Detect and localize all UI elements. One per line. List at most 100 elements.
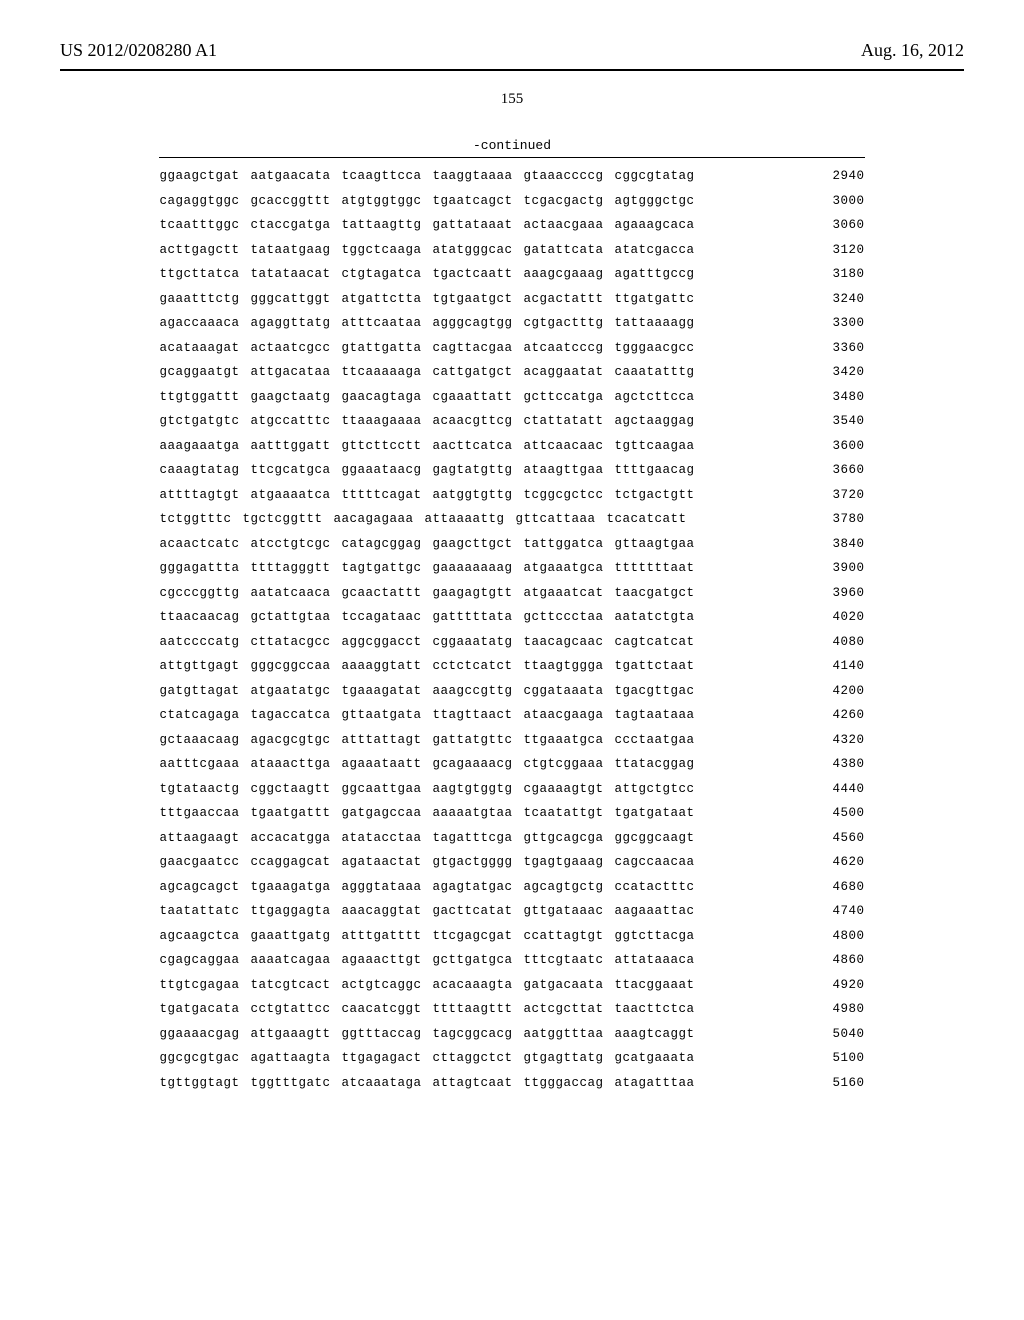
- sequence-group: ttttaagttt: [432, 1003, 512, 1016]
- sequence-groups: gaacgaatccccaggagcatagataactatgtgactgggg…: [159, 856, 694, 869]
- sequence-groups: ctatcagagatagaccatcagttaatgatattagttaact…: [159, 709, 694, 722]
- sequence-position: 3840: [815, 538, 865, 551]
- sequence-group: tatcgtcact: [250, 979, 330, 992]
- sequence-group: gaaaaaaaag: [432, 562, 512, 575]
- sequence-group: attaagaagt: [159, 832, 239, 845]
- sequence-group: agcagtgctg: [524, 881, 604, 894]
- sequence-position: 4920: [815, 979, 865, 992]
- sequence-group: gggcattggt: [250, 293, 330, 306]
- sequence-group: ggaagctgat: [159, 170, 239, 183]
- sequence-group: gaagcttgct: [432, 538, 512, 551]
- sequence-position: 4800: [815, 930, 865, 943]
- sequence-position: 4200: [815, 685, 865, 698]
- sequence-row: ttgcttatcatatataacatctgtagatcatgactcaatt…: [159, 268, 864, 281]
- sequence-group: aatatcaaca: [250, 587, 330, 600]
- sequence-group: ttaaagaaaa: [341, 415, 421, 428]
- sequence-group: tgactcaatt: [432, 268, 512, 281]
- sequence-group: agatttgccg: [615, 268, 695, 281]
- sequence-position: 4260: [815, 709, 865, 722]
- sequence-group: attgctgtcc: [615, 783, 695, 796]
- sequence-group: tcacatcatt: [607, 513, 687, 526]
- sequence-group: ttgggaccag: [524, 1077, 604, 1090]
- sequence-group: atatacctaa: [341, 832, 421, 845]
- sequence-group: agaaacttgt: [341, 954, 421, 967]
- sequence-group: attcaacaac: [524, 440, 604, 453]
- sequence-group: atgaaatgca: [524, 562, 604, 575]
- sequence-group: cgaaaagtgt: [524, 783, 604, 796]
- sequence-group: ttagttaact: [432, 709, 512, 722]
- sequence-position: 5160: [815, 1077, 865, 1090]
- sequence-group: tgtgaatgct: [432, 293, 512, 306]
- sequence-group: tgaatcagct: [432, 195, 512, 208]
- sequence-group: cttatacgcc: [250, 636, 330, 649]
- sequence-group: aacagagaaa: [333, 513, 413, 526]
- sequence-group: acttgagctt: [159, 244, 239, 257]
- sequence-group: ttgatgattc: [615, 293, 695, 306]
- sequence-group: ccctaatgaa: [615, 734, 695, 747]
- sequence-group: gaacagtaga: [341, 391, 421, 404]
- sequence-group: ttgagagact: [341, 1052, 421, 1065]
- sequence-group: atgtggtggc: [341, 195, 421, 208]
- sequence-group: gcatgaaata: [615, 1052, 695, 1065]
- sequence-groups: agaccaaacaagaggttatgatttcaataaagggcagtgg…: [159, 317, 694, 330]
- sequence-group: ttcgagcgat: [432, 930, 512, 943]
- sequence-group: ctattatatt: [524, 415, 604, 428]
- sequence-groups: tgtataactgcggctaagttggcaattgaaaagtgtggtg…: [159, 783, 694, 796]
- sequence-group: gcttccatga: [524, 391, 604, 404]
- sequence-row: ctatcagagatagaccatcagttaatgatattagttaact…: [159, 709, 864, 722]
- sequence-group: agtgggctgc: [615, 195, 695, 208]
- sequence-group: acacaaagta: [432, 979, 512, 992]
- sequence-group: atatcgacca: [615, 244, 695, 257]
- sequence-row: agcaagctcagaaattgatgatttgattttttcgagcgat…: [159, 930, 864, 943]
- sequence-group: ttacggaaat: [615, 979, 695, 992]
- sequence-group: tgctcggttt: [242, 513, 322, 526]
- sequence-group: cctgtattcc: [250, 1003, 330, 1016]
- sequence-group: ctgtcggaaa: [524, 758, 604, 771]
- sequence-row: acaactcatcatcctgtcgccatagcggaggaagcttgct…: [159, 538, 864, 551]
- sequence-groups: tttgaaccaatgaatgatttgatgagccaaaaaaatgtaa…: [159, 807, 694, 820]
- sequence-group: gcaggaatgt: [159, 366, 239, 379]
- sequence-group: aaagaaatga: [159, 440, 239, 453]
- sequence-group: aatccccatg: [159, 636, 239, 649]
- sequence-position: 3780: [815, 513, 865, 526]
- sequence-position: 4020: [815, 611, 865, 624]
- sequence-group: atagatttaa: [615, 1077, 695, 1090]
- sequence-group: gaagctaatg: [250, 391, 330, 404]
- sequence-row: cgcccggttgaatatcaacagcaactatttgaagagtgtt…: [159, 587, 864, 600]
- sequence-row: gatgttagatatgaatatgctgaaagatataaagccgttg…: [159, 685, 864, 698]
- sequence-group: ttgtcgagaa: [159, 979, 239, 992]
- sequence-row: gctaaacaagagacgcgtgcatttattagtgattatgttc…: [159, 734, 864, 747]
- sequence-groups: agcaagctcagaaattgatgatttgattttttcgagcgat…: [159, 930, 694, 943]
- sequence-group: tcggcgctcc: [524, 489, 604, 502]
- sequence-group: atttgatttt: [341, 930, 421, 943]
- sequence-group: tgatgacata: [159, 1003, 239, 1016]
- sequence-group: taacttctca: [615, 1003, 695, 1016]
- sequence-group: cggcgtatag: [615, 170, 695, 183]
- sequence-group: tatataacat: [250, 268, 330, 281]
- sequence-groups: aaagaaatgaaatttggattgttcttccttaacttcatca…: [159, 440, 694, 453]
- sequence-position: 3120: [815, 244, 865, 257]
- sequence-groups: taatattatcttgaggagtaaaacaggtatgacttcatat…: [159, 905, 694, 918]
- sequence-position: 4980: [815, 1003, 865, 1016]
- sequence-row: acataaagatactaatcgccgtattgattacagttacgaa…: [159, 342, 864, 355]
- sequence-divider: [159, 157, 864, 158]
- sequence-group: taacagcaac: [524, 636, 604, 649]
- sequence-row: attttagtgtatgaaaatcatttttcagataatggtgttg…: [159, 489, 864, 502]
- sequence-group: cagtcatcat: [615, 636, 695, 649]
- sequence-group: gctattgtaa: [250, 611, 330, 624]
- sequence-group: cagttacgaa: [432, 342, 512, 355]
- sequence-group: atgaaaatca: [250, 489, 330, 502]
- sequence-group: tgattctaat: [615, 660, 695, 673]
- sequence-group: gttcttcctt: [341, 440, 421, 453]
- sequence-group: tagcggcacg: [432, 1028, 512, 1041]
- sequence-groups: cagaggtggcgcaccggtttatgtggtggctgaatcagct…: [159, 195, 694, 208]
- sequence-row: agcagcagcttgaaagatgaagggtataaaagagtatgac…: [159, 881, 864, 894]
- sequence-group: tcaatattgt: [524, 807, 604, 820]
- sequence-group: ttgtggattt: [159, 391, 239, 404]
- sequence-position: 4500: [815, 807, 865, 820]
- sequence-group: gacttcatat: [432, 905, 512, 918]
- sequence-row: agaccaaacaagaggttatgatttcaataaagggcagtgg…: [159, 317, 864, 330]
- sequence-group: gcaactattt: [341, 587, 421, 600]
- sequence-group: ataaacttga: [250, 758, 330, 771]
- sequence-group: gcagaaaacg: [432, 758, 512, 771]
